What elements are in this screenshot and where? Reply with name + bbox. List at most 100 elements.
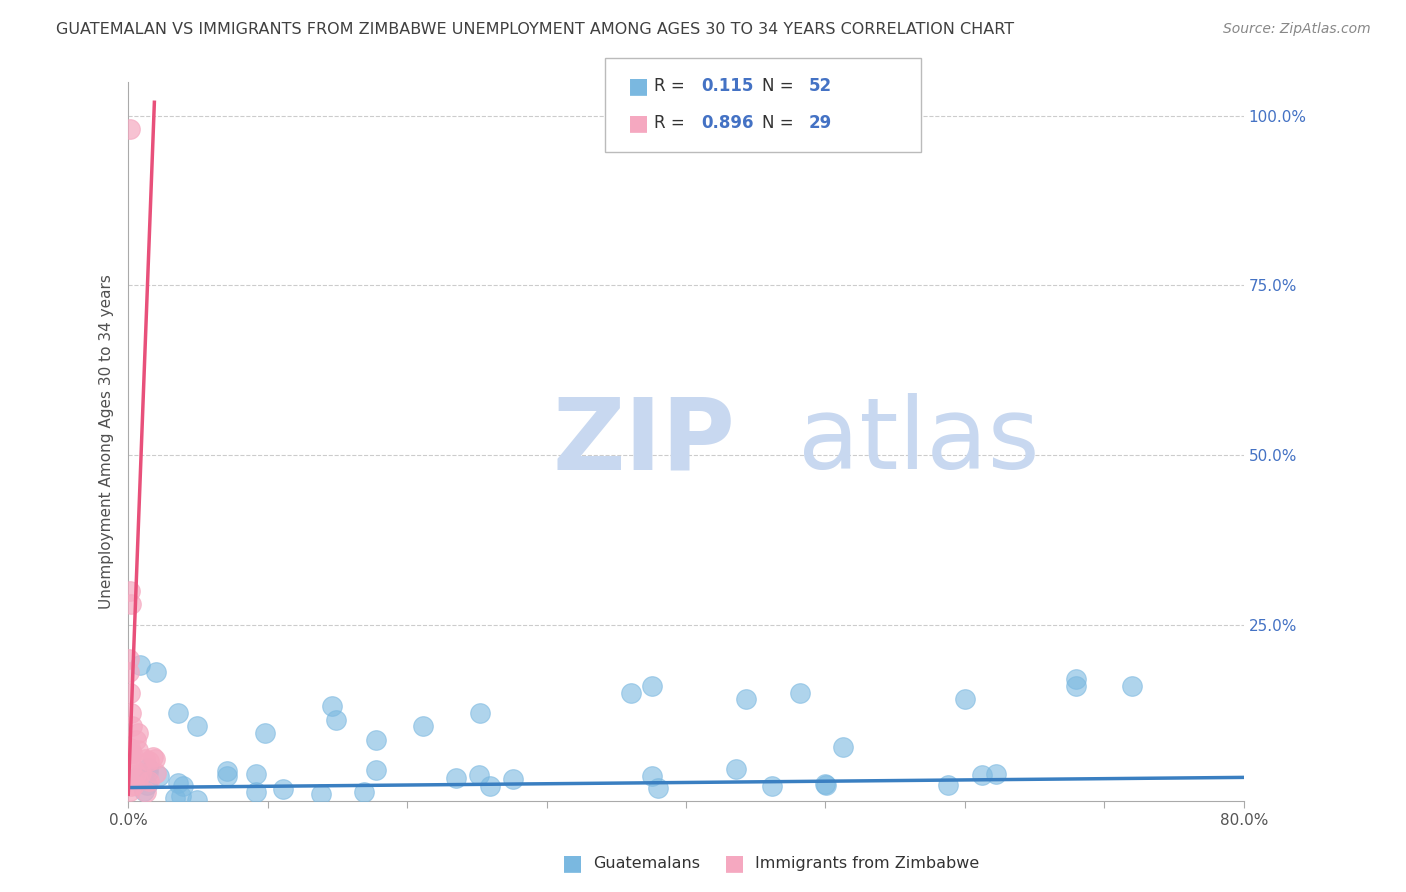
Point (129, 766, 152, 780)
Text: R =: R = (654, 114, 690, 132)
Text: 0.896: 0.896 (702, 114, 754, 132)
Point (127, 743, 149, 757)
Point (309, 787, 332, 801)
Text: 29: 29 (808, 114, 832, 132)
Point (1066, 672, 1088, 686)
Point (125, 773, 148, 788)
Point (136, 761, 159, 775)
Point (135, 785, 157, 799)
Point (1066, 679, 1088, 693)
Text: 0.115: 0.115 (702, 78, 754, 95)
Point (118, 122, 141, 136)
Point (366, 733, 388, 747)
Point (134, 752, 156, 766)
Point (321, 699, 343, 714)
Point (647, 780, 669, 795)
Point (124, 771, 146, 785)
Point (132, 784, 155, 798)
Point (125, 767, 148, 781)
Point (120, 759, 142, 773)
Point (761, 779, 783, 793)
Point (148, 769, 170, 783)
Point (172, 779, 194, 793)
Point (734, 692, 756, 706)
Point (640, 768, 662, 782)
Point (167, 776, 190, 790)
Point (145, 665, 167, 680)
Point (970, 768, 993, 782)
Text: Source: ZipAtlas.com: Source: ZipAtlas.com (1223, 22, 1371, 37)
Text: 52: 52 (808, 78, 831, 95)
Point (936, 778, 959, 792)
Point (167, 706, 190, 720)
Point (953, 692, 976, 706)
Text: ■: ■ (724, 854, 745, 873)
Text: N =: N = (762, 114, 799, 132)
Point (215, 764, 238, 779)
Point (789, 685, 811, 699)
Point (121, 760, 143, 774)
Text: atlas: atlas (797, 393, 1039, 490)
Point (1121, 679, 1143, 693)
Point (217, 769, 239, 783)
Point (145, 765, 167, 780)
Text: N =: N = (762, 78, 799, 95)
Point (169, 789, 191, 804)
Text: Guatemalans: Guatemalans (593, 856, 700, 871)
Text: ZIP: ZIP (553, 393, 735, 490)
Point (122, 778, 145, 792)
Point (143, 751, 166, 765)
Point (245, 785, 267, 799)
Point (118, 783, 141, 797)
Point (186, 793, 208, 807)
Y-axis label: Unemployment Among Ages 30 to 34 years: Unemployment Among Ages 30 to 34 years (100, 274, 114, 609)
Point (120, 780, 142, 794)
Point (118, 740, 141, 755)
Point (478, 779, 501, 793)
Point (620, 685, 643, 699)
Point (366, 764, 388, 778)
Text: ■: ■ (562, 854, 583, 873)
Point (468, 706, 491, 720)
Point (127, 726, 149, 740)
Point (468, 768, 491, 782)
Point (325, 713, 347, 727)
Point (118, 651, 141, 665)
Point (136, 778, 159, 792)
Point (253, 726, 276, 740)
Point (118, 747, 141, 762)
Point (138, 773, 160, 788)
Point (165, 790, 187, 805)
Point (121, 719, 143, 733)
Point (120, 706, 142, 720)
Point (814, 778, 837, 792)
Text: ■: ■ (628, 76, 650, 96)
Text: Immigrants from Zimbabwe: Immigrants from Zimbabwe (755, 856, 979, 871)
Point (138, 754, 160, 768)
Point (271, 782, 294, 797)
Point (118, 685, 141, 699)
Point (446, 771, 468, 785)
Point (986, 766, 1008, 780)
Point (186, 719, 208, 733)
Point (120, 598, 142, 612)
Point (412, 719, 434, 733)
Point (831, 739, 853, 754)
Point (118, 665, 141, 680)
Text: ■: ■ (628, 113, 650, 134)
Point (353, 785, 375, 799)
Point (814, 776, 837, 790)
Point (641, 679, 664, 693)
Point (127, 773, 149, 788)
Text: GUATEMALAN VS IMMIGRANTS FROM ZIMBABWE UNEMPLOYMENT AMONG AGES 30 TO 34 YEARS CO: GUATEMALAN VS IMMIGRANTS FROM ZIMBABWE U… (56, 22, 1014, 37)
Point (120, 583, 142, 598)
Point (129, 658, 152, 673)
Point (725, 762, 748, 776)
Point (142, 750, 165, 764)
Point (125, 733, 148, 747)
Point (502, 772, 524, 787)
Point (121, 746, 143, 760)
Point (245, 766, 267, 780)
Text: R =: R = (654, 78, 690, 95)
Point (136, 764, 159, 779)
